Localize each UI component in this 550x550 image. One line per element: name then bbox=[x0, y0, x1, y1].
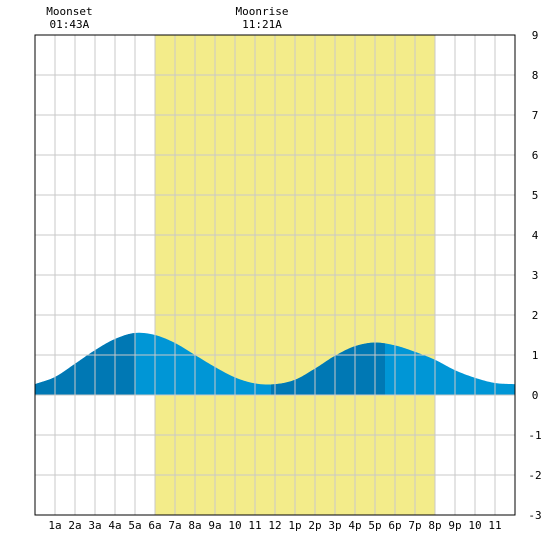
y-tick-label: -3 bbox=[528, 509, 541, 522]
x-tick-label: 2p bbox=[308, 519, 321, 532]
x-tick-label: 11 bbox=[488, 519, 501, 532]
y-tick-label: 2 bbox=[532, 309, 539, 322]
x-tick-label: 7p bbox=[408, 519, 421, 532]
moon-event-time: 11:21A bbox=[242, 18, 282, 31]
x-tick-label: 7a bbox=[168, 519, 181, 532]
x-tick-label: 8p bbox=[428, 519, 441, 532]
y-tick-label: 7 bbox=[532, 109, 539, 122]
grid-layer bbox=[35, 35, 515, 515]
y-tick-label: 4 bbox=[532, 229, 539, 242]
y-tick-label: 9 bbox=[532, 29, 539, 42]
y-tick-label: 3 bbox=[532, 269, 539, 282]
y-tick-label: -2 bbox=[528, 469, 541, 482]
y-tick-label: 5 bbox=[532, 189, 539, 202]
x-tick-label: 12 bbox=[268, 519, 281, 532]
x-tick-label: 9p bbox=[448, 519, 461, 532]
x-tick-label: 5p bbox=[368, 519, 381, 532]
x-tick-label: 10 bbox=[228, 519, 241, 532]
y-tick-label: 6 bbox=[532, 149, 539, 162]
moon-event-time: 01:43A bbox=[50, 18, 90, 31]
x-tick-label: 5a bbox=[128, 519, 141, 532]
tide-area-rising bbox=[35, 333, 135, 395]
x-tick-label: 8a bbox=[188, 519, 201, 532]
x-tick-label: 1p bbox=[288, 519, 301, 532]
x-tick-label: 4a bbox=[108, 519, 121, 532]
moon-event-name: Moonrise bbox=[236, 5, 289, 18]
x-tick-label: 3a bbox=[88, 519, 101, 532]
x-tick-label: 2a bbox=[68, 519, 81, 532]
x-tick-label: 10 bbox=[468, 519, 481, 532]
x-tick-label: 9a bbox=[208, 519, 221, 532]
x-tick-labels: 1a 2a 3a 4a 5a 6a 7a 8a 9a 10 11 12 1p 2p 3p 4p 5p 6p 7p 8p… bbox=[48, 519, 501, 532]
x-tick-label: 4p bbox=[348, 519, 361, 532]
tide-area-rising bbox=[271, 342, 385, 395]
y-tick-label: 0 bbox=[532, 389, 539, 402]
x-tick-label: 11 bbox=[248, 519, 261, 532]
y-tick-label: -1 bbox=[528, 429, 541, 442]
x-tick-label: 6p bbox=[388, 519, 401, 532]
y-tick-label: 1 bbox=[532, 349, 539, 362]
moon-event-name: Moonset bbox=[46, 5, 92, 18]
y-tick-labels: -3 -2 -1 0 1 2 3 4 5 6 7 8 9 bbox=[528, 29, 541, 522]
x-tick-label: 3p bbox=[328, 519, 341, 532]
x-tick-label: 1a bbox=[48, 519, 61, 532]
x-tick-label: 6a bbox=[148, 519, 161, 532]
y-tick-label: 8 bbox=[532, 69, 539, 82]
plot-frame bbox=[34, 34, 516, 516]
